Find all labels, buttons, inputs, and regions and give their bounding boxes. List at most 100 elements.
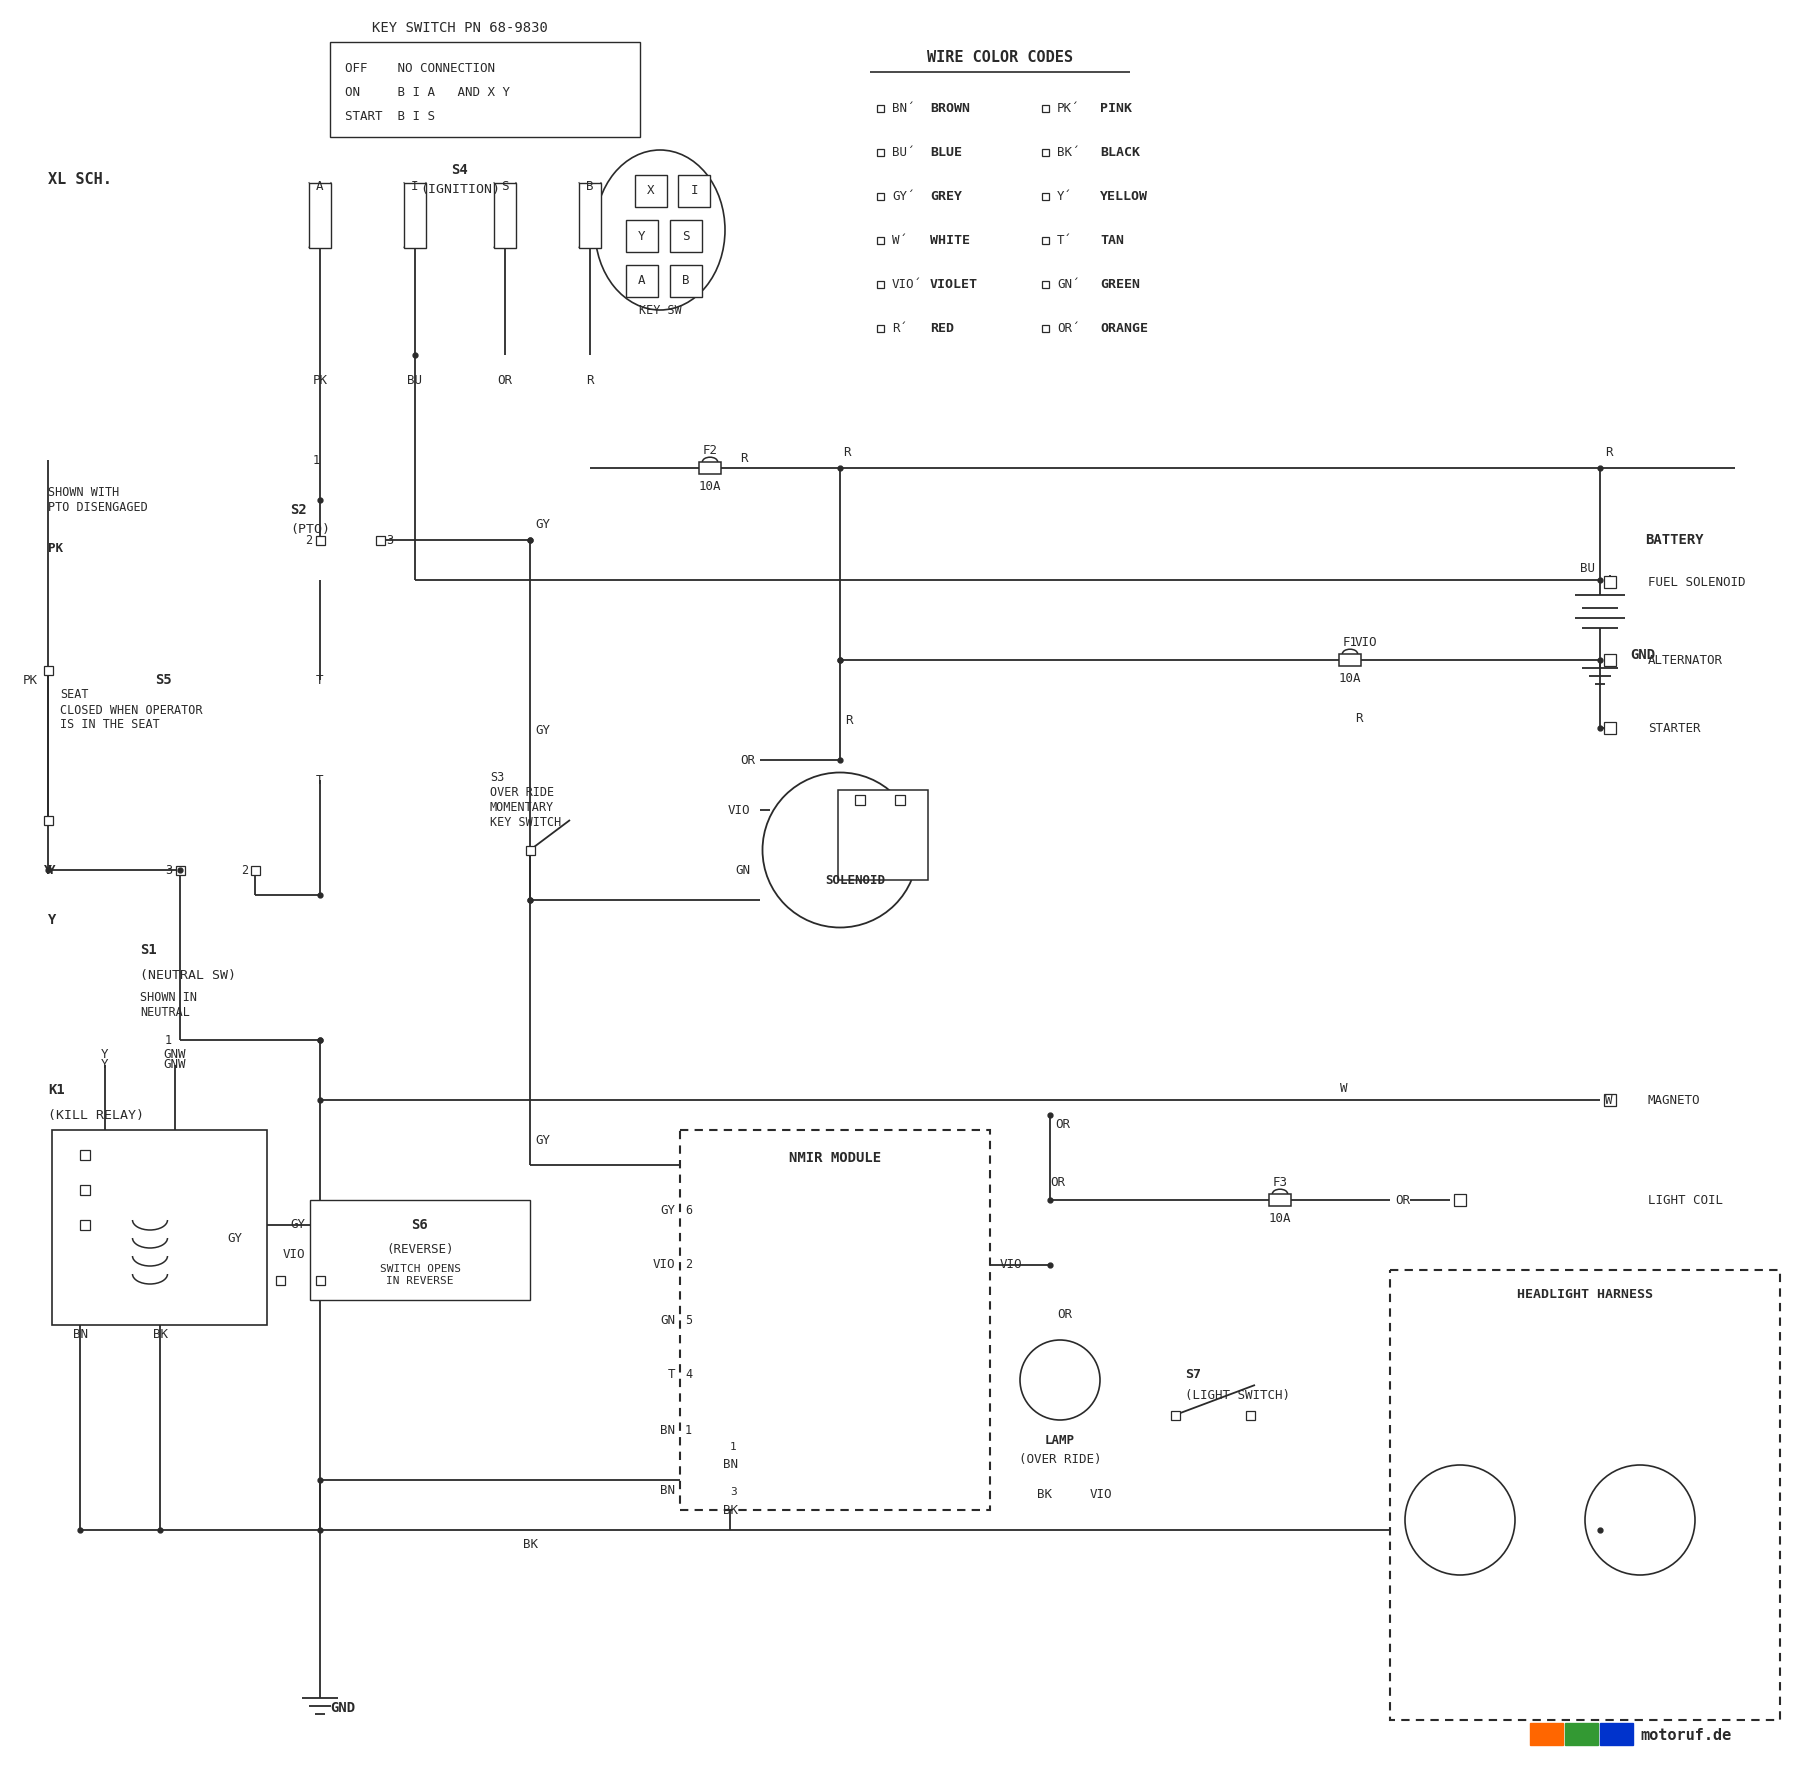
Text: WIRE COLOR CODES: WIRE COLOR CODES bbox=[927, 51, 1073, 65]
Text: Y: Y bbox=[101, 1048, 108, 1062]
Text: ORANGE: ORANGE bbox=[1100, 322, 1148, 335]
Text: T: T bbox=[317, 674, 324, 687]
Bar bbox=[376, 536, 385, 545]
Text: 4: 4 bbox=[686, 1368, 693, 1382]
Text: S5: S5 bbox=[155, 673, 171, 687]
Text: 5: 5 bbox=[686, 1313, 693, 1326]
Bar bbox=[43, 816, 52, 825]
Text: 1: 1 bbox=[313, 453, 320, 467]
Text: BK´: BK´ bbox=[1057, 145, 1080, 159]
Text: BN: BN bbox=[72, 1329, 88, 1342]
Text: GY: GY bbox=[290, 1218, 304, 1232]
Text: SOLENOID: SOLENOID bbox=[824, 874, 886, 887]
Text: OR: OR bbox=[1058, 1308, 1073, 1322]
Text: R: R bbox=[842, 446, 850, 458]
Text: 1: 1 bbox=[166, 1034, 173, 1046]
Text: START  B I S: START B I S bbox=[346, 110, 436, 122]
Bar bbox=[1339, 653, 1361, 666]
Ellipse shape bbox=[596, 150, 725, 310]
Text: BU´: BU´ bbox=[893, 145, 914, 159]
Text: T: T bbox=[317, 773, 324, 786]
Text: VIO: VIO bbox=[1355, 635, 1377, 648]
Text: GREEN: GREEN bbox=[1100, 278, 1139, 290]
Text: OR: OR bbox=[1395, 1193, 1409, 1207]
Text: GY: GY bbox=[535, 517, 551, 531]
Bar bbox=[855, 795, 866, 805]
Text: KEY SW: KEY SW bbox=[639, 303, 682, 317]
Text: OR´: OR´ bbox=[1057, 322, 1080, 335]
Text: F2: F2 bbox=[702, 444, 718, 457]
Text: I: I bbox=[410, 181, 419, 193]
Bar bbox=[43, 666, 52, 674]
Text: (OVER RIDE): (OVER RIDE) bbox=[1019, 1453, 1102, 1467]
Bar bbox=[52, 1129, 266, 1326]
Text: (NEUTRAL SW): (NEUTRAL SW) bbox=[140, 968, 236, 982]
Text: 6: 6 bbox=[686, 1204, 693, 1216]
Text: VIO´: VIO´ bbox=[893, 278, 922, 290]
Text: S2: S2 bbox=[290, 503, 306, 517]
Text: NMIR MODULE: NMIR MODULE bbox=[788, 1150, 880, 1165]
Text: GY´: GY´ bbox=[893, 189, 914, 202]
Text: 3: 3 bbox=[731, 1487, 736, 1497]
Bar bbox=[877, 193, 884, 200]
Text: FUEL SOLENOID: FUEL SOLENOID bbox=[1649, 575, 1746, 588]
Text: BK: BK bbox=[1037, 1489, 1053, 1501]
Bar bbox=[315, 536, 324, 545]
Text: I: I bbox=[689, 184, 698, 198]
Circle shape bbox=[1586, 1466, 1696, 1575]
Text: T: T bbox=[668, 1368, 675, 1382]
Text: PK: PK bbox=[23, 674, 38, 687]
Text: XL SCH.: XL SCH. bbox=[49, 172, 112, 188]
Bar bbox=[680, 1129, 990, 1510]
Bar bbox=[310, 182, 331, 248]
Text: 2: 2 bbox=[686, 1258, 693, 1271]
Bar bbox=[877, 237, 884, 244]
Text: OR: OR bbox=[1049, 1177, 1066, 1189]
Text: 2: 2 bbox=[304, 533, 311, 547]
Text: GN: GN bbox=[661, 1313, 675, 1326]
Bar bbox=[839, 789, 929, 880]
Text: ALTERNATOR: ALTERNATOR bbox=[1649, 653, 1723, 667]
Text: PK´: PK´ bbox=[1057, 101, 1080, 115]
Text: HEADLIGHT HARNESS: HEADLIGHT HARNESS bbox=[1517, 1289, 1652, 1301]
Text: R: R bbox=[740, 451, 747, 464]
Text: VIO: VIO bbox=[283, 1248, 304, 1262]
Bar bbox=[895, 795, 905, 805]
Text: BU: BU bbox=[1580, 561, 1595, 575]
Text: 1: 1 bbox=[731, 1443, 736, 1451]
Text: LIGHT COIL: LIGHT COIL bbox=[1649, 1193, 1723, 1207]
Text: 3: 3 bbox=[385, 533, 392, 547]
Circle shape bbox=[1021, 1340, 1100, 1420]
Text: 3: 3 bbox=[166, 864, 173, 876]
Bar bbox=[176, 866, 184, 874]
Text: 10A: 10A bbox=[1269, 1211, 1291, 1225]
Text: Y: Y bbox=[639, 230, 646, 242]
Text: VIO: VIO bbox=[652, 1258, 675, 1271]
Text: S1: S1 bbox=[140, 943, 157, 958]
Text: OR: OR bbox=[740, 754, 754, 766]
Bar bbox=[403, 182, 427, 248]
Text: S3
OVER RIDE
MOMENTARY
KEY SWITCH: S3 OVER RIDE MOMENTARY KEY SWITCH bbox=[490, 772, 562, 828]
Text: OR: OR bbox=[497, 373, 513, 386]
Text: GND: GND bbox=[329, 1701, 355, 1715]
Bar bbox=[626, 266, 659, 297]
Bar bbox=[310, 1200, 529, 1299]
Text: BN: BN bbox=[722, 1458, 738, 1471]
Text: GNW: GNW bbox=[164, 1058, 185, 1071]
Bar bbox=[1269, 1195, 1291, 1205]
Bar bbox=[526, 846, 535, 855]
Text: A: A bbox=[639, 274, 646, 287]
Text: BLACK: BLACK bbox=[1100, 145, 1139, 159]
Bar bbox=[1246, 1411, 1255, 1420]
Text: GY: GY bbox=[535, 1133, 551, 1147]
Text: BU: BU bbox=[407, 373, 423, 386]
Text: motoruf.de: motoruf.de bbox=[1640, 1728, 1732, 1742]
Text: F1: F1 bbox=[1343, 635, 1357, 648]
Text: KEY SWITCH PN 68-9830: KEY SWITCH PN 68-9830 bbox=[373, 21, 547, 35]
Text: S: S bbox=[682, 230, 689, 242]
Bar bbox=[1604, 722, 1616, 735]
Text: MAGNETO: MAGNETO bbox=[1649, 1094, 1701, 1106]
Bar bbox=[670, 219, 702, 251]
Bar bbox=[580, 182, 601, 248]
Text: YELLOW: YELLOW bbox=[1100, 189, 1148, 202]
